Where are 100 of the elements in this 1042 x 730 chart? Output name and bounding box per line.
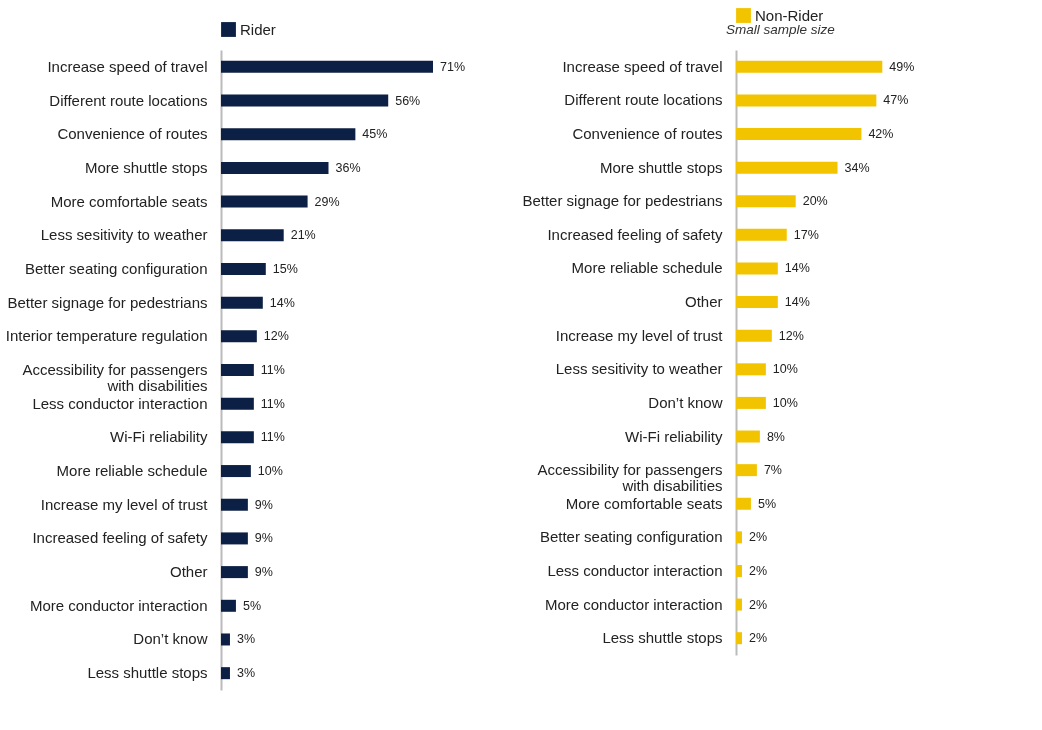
legend-label: Non-Rider [755,6,824,24]
bar [736,94,877,107]
bar [736,598,742,611]
y-tick-label: Less conductor interaction [547,561,723,579]
y-tick-label: Different route locations [49,91,208,109]
bar [221,229,284,242]
y-tick-label: Increase speed of travel [47,57,208,75]
y-tick-label: More reliable schedule [571,259,723,277]
data-label: 49% [889,59,915,74]
data-label: 71% [440,59,466,74]
bar [736,464,757,477]
y-tick-label: More comfortable seats [565,494,723,512]
bar [736,296,778,309]
bar [221,60,433,73]
data-label: 2% [748,597,768,612]
data-label: 36% [335,160,361,175]
y-tick-label: Wi-Fi reliability [625,427,723,445]
y-tick-label: Better signage for pedestrians [7,293,208,311]
data-label: 56% [395,93,421,108]
bar [736,632,742,645]
bar [736,329,772,342]
bar [736,396,766,409]
bar [221,498,248,511]
bar [221,364,254,376]
y-tick-label: Less shuttle stops [602,629,723,647]
y-tick-label: Wi-Fi reliability [110,428,208,446]
bar [221,532,248,545]
data-label: 21% [290,228,316,243]
y-tick-label: Other [684,293,723,311]
bar [221,161,329,174]
data-label: 8% [766,429,785,444]
data-label: 14% [784,261,810,276]
bar [221,397,254,410]
data-label: 14% [269,295,295,310]
data-label: 29% [314,194,340,209]
data-label: 5% [757,496,777,511]
bar [221,195,308,208]
data-label: 11% [260,430,285,445]
bar [736,262,778,275]
y-tick-label: More shuttle stops [84,158,208,176]
bar [736,60,883,73]
data-label: 20% [802,194,828,209]
bar [736,363,766,376]
data-label: 15% [272,261,298,276]
y-tick-label: Better seating configuration [24,259,208,277]
bar [221,94,389,107]
y-tick-label: Don’t know [648,393,723,411]
data-label: 45% [362,127,388,142]
bar [736,128,862,141]
y-tick-label: More shuttle stops [599,158,723,176]
bar [221,296,263,309]
bar [221,128,356,141]
bar [221,633,230,646]
y-tick-label: More conductor interaction [544,595,723,613]
bar [736,531,742,544]
data-label: 2% [748,563,768,578]
y-tick-label: Accessibility for passengers with disabilities [22,361,208,394]
data-label: 3% [236,632,256,647]
y-tick-label: Increased feeling of safety [547,225,723,243]
legend-label: Rider [240,20,276,38]
bar [221,566,248,579]
y-tick-label: More conductor interaction [29,596,208,614]
data-label: 34% [844,160,870,175]
bar [221,667,230,680]
y-tick-label: Increase my level of trust [40,495,209,513]
y-tick-label: Convenience of routes [572,125,723,143]
data-label: 5% [242,598,262,613]
data-label: 10% [772,395,798,410]
y-tick-label: Interior temperature regulation [5,327,208,345]
data-label: 3% [236,666,256,681]
data-label: 42% [868,127,894,142]
data-label: 11% [260,363,285,377]
chart-subtitle: Small sample size [726,22,835,37]
data-label: 14% [784,295,810,310]
y-tick-label: Less sesitivity to weather [40,226,208,244]
bar [221,431,254,444]
y-tick-label: Convenience of routes [57,125,208,143]
bar [736,228,787,241]
y-tick-label: Increase speed of travel [562,57,723,75]
y-tick-label: Accessibility for passengers with disabilities [537,461,723,495]
y-tick-label: Less shuttle stops [87,664,208,682]
data-label: 12% [778,328,804,343]
data-label: 10% [772,362,798,377]
bar [736,195,796,208]
bar [736,497,751,510]
data-label: 17% [793,227,819,242]
data-label: 9% [254,497,273,512]
data-label: 10% [257,464,283,479]
bar [736,564,742,577]
data-label: 2% [748,530,768,545]
data-label: 47% [883,93,909,108]
y-tick-label: Different route locations [564,91,723,109]
y-tick-label: Increase my level of trust [555,326,724,344]
bar [736,430,760,443]
bar [221,599,236,612]
data-label: 7% [763,463,782,478]
bar [221,262,266,275]
y-tick-label: Increased feeling of safety [32,529,208,547]
data-label: 11% [260,396,285,411]
y-tick-label: Less sesitivity to weather [555,360,723,378]
